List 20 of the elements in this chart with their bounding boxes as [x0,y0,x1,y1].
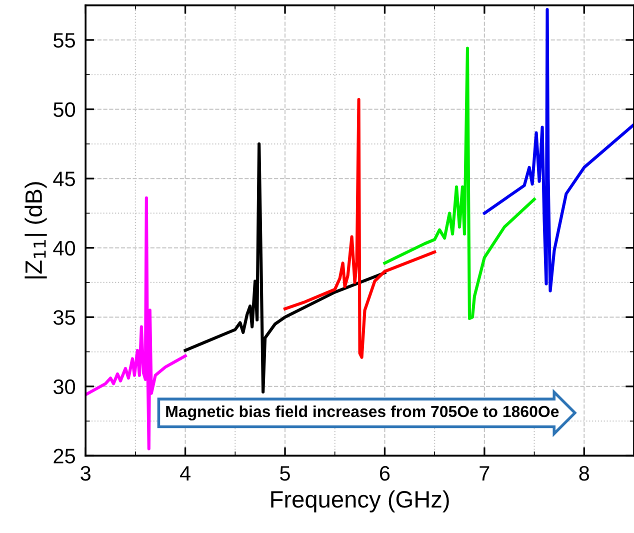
line-series [283,98,436,359]
x-tick-label: 5 [280,466,290,481]
y-tick-label: 30 [53,379,76,394]
y-axis-title: |Z$_{11}$| (dB) [24,182,47,278]
annotation: Magnetic bias field increases from 705Oe to 1860Oe [166,405,559,420]
line-series [383,46,536,320]
x-tick-label: 3 [80,466,90,481]
x-tick-label: 4 [180,466,190,481]
line-series [184,142,386,394]
x-axis-title: Frequency (GHz) [271,490,449,512]
y-tick-label: 55 [54,33,75,48]
x-tick-label: 8 [579,466,590,481]
y-tick-label: 45 [53,172,75,186]
y-tick-label: 50 [54,102,76,118]
y-tick-label: 40 [53,240,76,256]
y-tick-label: 35 [53,310,75,325]
x-tick-label: 6 [380,466,390,481]
line-series [482,8,634,292]
x-tick-label: 7 [480,466,490,481]
y-tick-label: 25 [54,448,75,464]
